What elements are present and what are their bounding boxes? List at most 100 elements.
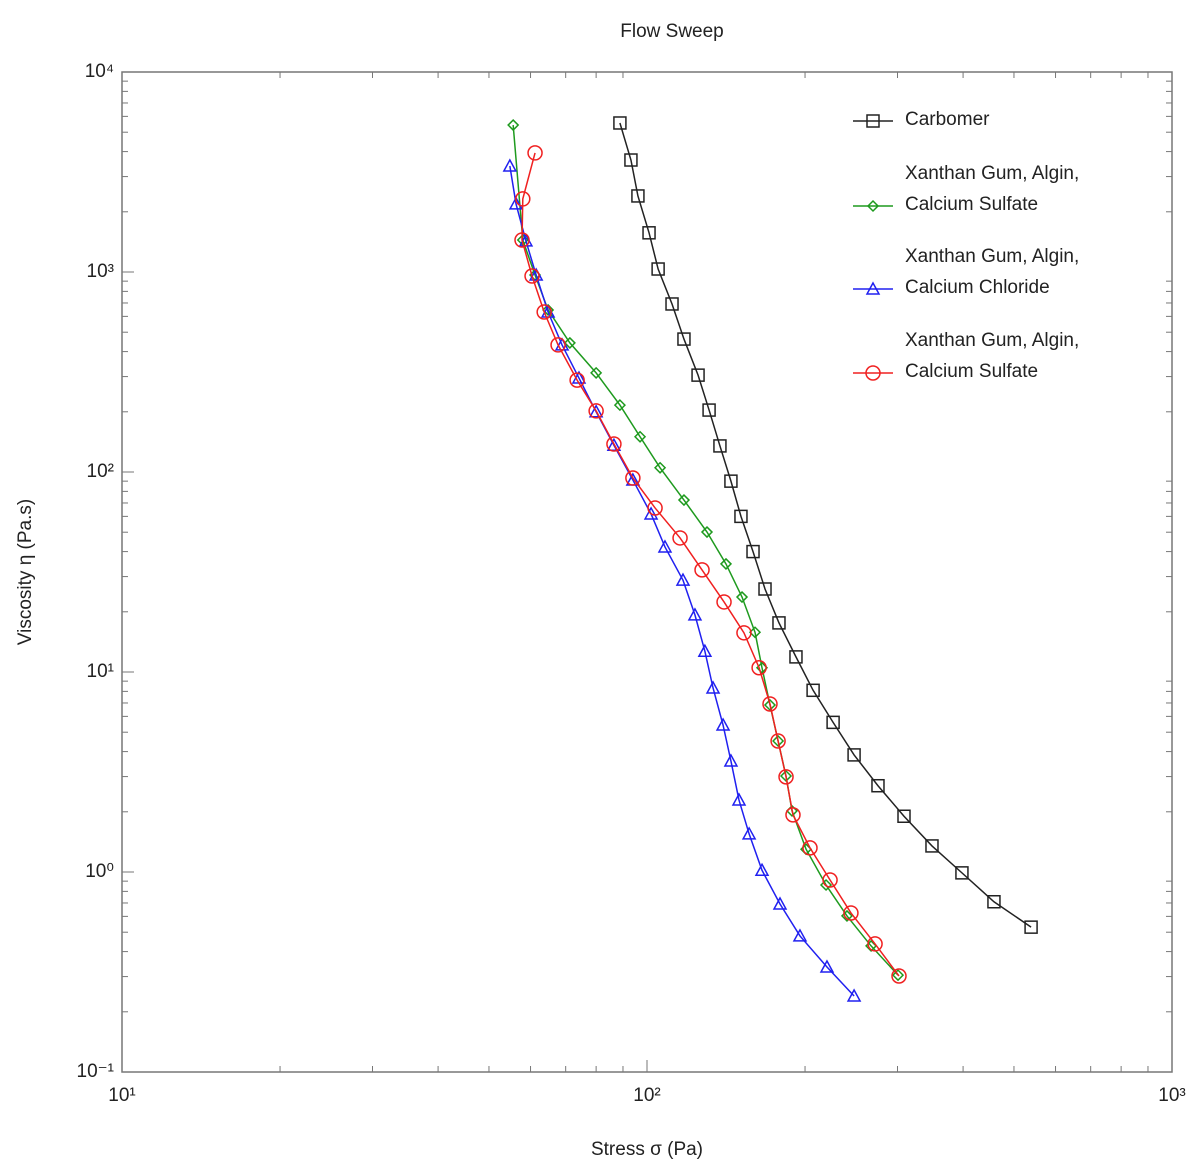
marker-circle: [625, 470, 641, 486]
series-line: [512, 124, 899, 976]
marker-diamond: [633, 430, 647, 443]
marker-triangle: [819, 959, 835, 973]
marker-circle: [867, 936, 883, 952]
marker-circle: [569, 372, 585, 388]
marker-circle: [672, 530, 688, 546]
marker-circle: [770, 733, 786, 749]
y-tick-label: 10⁴: [85, 61, 114, 82]
marker-square: [826, 715, 840, 730]
y-tick-label: 10³: [87, 261, 114, 282]
legend-label: Xanthan Gum, Algin, Calcium Sulfate: [905, 330, 1080, 382]
marker-triangle: [846, 988, 862, 1002]
marker-square: [866, 114, 880, 128]
y-tick-label: 10²: [87, 461, 114, 482]
x-tick-label: 10³: [1158, 1085, 1185, 1106]
marker-circle: [588, 403, 604, 419]
marker-triangle: [675, 572, 691, 586]
marker-triangle: [723, 753, 739, 767]
marker-triangle: [657, 539, 673, 553]
marker-diamond: [748, 626, 762, 639]
marker-square: [734, 509, 748, 524]
marker-diamond: [719, 557, 733, 570]
marker-triangle: [754, 862, 770, 877]
marker-diamond: [542, 303, 555, 317]
marker-square: [642, 226, 656, 240]
marker-triangle: [715, 717, 731, 731]
marker-triangle: [705, 680, 721, 694]
marker-circle: [536, 304, 552, 320]
marker-square: [746, 544, 760, 559]
series-line: [521, 152, 900, 977]
marker-triangle: [508, 196, 524, 210]
marker-circle: [514, 232, 530, 248]
marker-diamond: [819, 878, 833, 892]
marker-square: [871, 778, 885, 793]
chart-title: Flow Sweep: [620, 21, 724, 42]
marker-square: [806, 683, 820, 698]
marker-circle: [515, 191, 531, 207]
marker-circle: [716, 594, 732, 610]
marker-circle: [606, 436, 622, 452]
marker-diamond: [891, 969, 905, 982]
marker-triangle: [741, 826, 757, 840]
marker-square: [955, 866, 969, 880]
marker-square: [758, 582, 772, 596]
marker-square: [925, 839, 939, 853]
marker-circle: [527, 145, 543, 161]
marker-circle: [843, 905, 859, 921]
marker-square: [713, 439, 727, 453]
y-tick-label: 10¹: [87, 661, 114, 682]
marker-circle: [736, 625, 752, 641]
legend-label: Xanthan Gum, Algin, Calcium Sulfate: [905, 163, 1080, 215]
marker-circle: [822, 872, 838, 888]
series-line: [509, 165, 855, 997]
marker-circle: [647, 500, 663, 516]
marker-square: [847, 748, 861, 762]
marker-diamond: [563, 336, 576, 349]
marker-square: [613, 116, 627, 130]
marker-diamond: [677, 493, 691, 507]
legend-label: Carbomer: [905, 109, 990, 130]
marker-diamond: [772, 734, 785, 748]
marker-triangle: [865, 281, 881, 295]
marker-triangle: [772, 896, 788, 910]
marker-diamond: [507, 118, 520, 132]
plot-frame: [121, 71, 1173, 1073]
marker-circle: [891, 968, 907, 984]
marker-square: [651, 262, 665, 276]
marker-square: [691, 368, 705, 382]
marker-square: [665, 297, 679, 311]
marker-diamond: [654, 461, 667, 474]
marker-circle: [550, 337, 566, 353]
y-axis-label: Viscosity η (Pa.s): [15, 499, 36, 645]
marker-square: [724, 474, 738, 488]
marker-triangle: [792, 928, 808, 942]
marker-diamond: [700, 525, 714, 539]
marker-circle: [524, 268, 540, 284]
x-tick-label: 10¹: [108, 1085, 135, 1106]
marker-circle: [762, 696, 778, 712]
marker-triangle: [731, 792, 747, 806]
marker-square: [702, 403, 716, 417]
marker-square: [631, 189, 645, 203]
x-axis-label: Stress σ (Pa): [591, 1139, 703, 1160]
marker-square: [624, 153, 638, 167]
marker-diamond: [613, 399, 626, 412]
x-tick-label: 10²: [633, 1085, 660, 1106]
marker-triangle: [588, 404, 604, 418]
marker-circle: [802, 840, 818, 856]
marker-square: [897, 809, 911, 823]
marker-square: [1024, 920, 1038, 934]
marker-circle: [865, 365, 881, 381]
marker-circle: [785, 807, 801, 823]
marker-circle: [751, 660, 767, 676]
series-line: [619, 122, 1032, 928]
legend-label: Xanthan Gum, Algin, Calcium Chloride: [905, 246, 1080, 298]
marker-triangle: [697, 643, 713, 657]
marker-square: [772, 616, 786, 630]
marker-square: [789, 650, 803, 664]
marker-triangle: [687, 607, 703, 621]
marker-diamond: [590, 366, 603, 379]
